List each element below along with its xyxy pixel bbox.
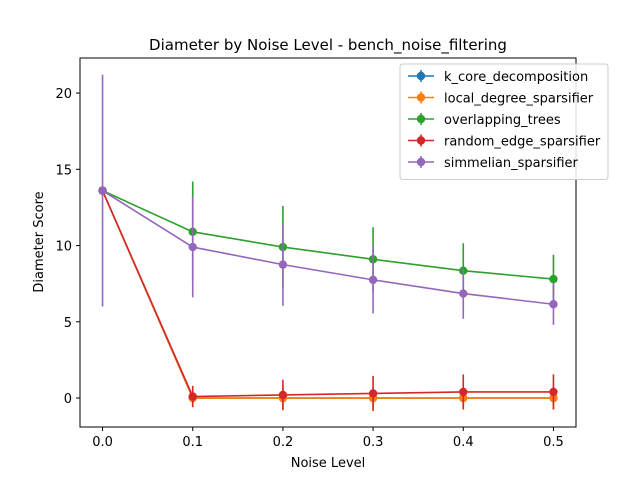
legend-marker — [416, 71, 426, 81]
y-tick-label: 15 — [55, 163, 72, 178]
x-tick-label: 0.4 — [453, 435, 474, 450]
x-tick-label: 0.5 — [543, 435, 564, 450]
legend-box — [399, 63, 609, 180]
legend-label: overlapping_trees — [444, 113, 561, 128]
legend-label: local_degree_sparsifier — [444, 92, 594, 107]
legend-marker — [416, 136, 426, 145]
x-tick-label: 0.0 — [92, 435, 113, 450]
x-tick-label: 0.2 — [273, 435, 294, 450]
legend-label: random_edge_sparsifier — [444, 135, 601, 150]
legend-marker — [416, 93, 426, 102]
data-point — [549, 300, 558, 309]
chart-title: Diameter by Noise Level - bench_noise_fi… — [149, 36, 507, 55]
legend-item: k_core_decomposition — [408, 70, 588, 85]
legend-label: simmelian_sparsifier — [444, 156, 579, 171]
series-line — [102, 189, 554, 280]
x-axis: 0.0 0.1 0.2 0.3 0.4 0.5 — [92, 427, 564, 450]
data-point — [98, 186, 107, 195]
y-tick-label: 10 — [55, 240, 72, 255]
data-point — [549, 387, 558, 397]
x-axis-label: Noise Level — [291, 456, 366, 471]
legend-item: random_edge_sparsifier — [408, 134, 601, 150]
series-random_edge_sparsifier — [98, 186, 558, 411]
data-point — [278, 390, 288, 400]
data-point — [459, 289, 468, 298]
data-point — [459, 387, 468, 397]
series-simmelian_sparsifier — [98, 74, 558, 325]
data-point — [188, 392, 197, 401]
y-tick-label: 0 — [64, 392, 72, 407]
axes-frame — [79, 57, 577, 428]
y-tick-label: 5 — [64, 316, 72, 331]
legend-marker — [416, 114, 426, 124]
data-point — [188, 242, 197, 252]
series-line — [101, 190, 554, 398]
data-point — [368, 389, 378, 398]
legend-marker — [416, 157, 426, 167]
data-point — [368, 275, 378, 285]
legend-label: k_core_decomposition — [444, 70, 588, 85]
legend-item: simmelian_sparsifier — [408, 156, 579, 171]
legend-item: overlapping_trees — [408, 113, 561, 128]
x-tick-label: 0.3 — [363, 435, 384, 450]
y-tick-label: 20 — [55, 87, 72, 102]
y-axis: 0 5 10 15 20 — [55, 87, 80, 407]
series-line — [102, 189, 554, 306]
data-point — [278, 260, 288, 269]
plot-area — [98, 74, 558, 411]
legend: k_core_decomposition local_degree_sparsif… — [399, 63, 609, 180]
legend-item: local_degree_sparsifier — [408, 91, 594, 107]
y-axis-label: Diameter Score — [32, 191, 47, 292]
x-tick-label: 0.1 — [182, 435, 203, 450]
data-point — [549, 274, 558, 284]
